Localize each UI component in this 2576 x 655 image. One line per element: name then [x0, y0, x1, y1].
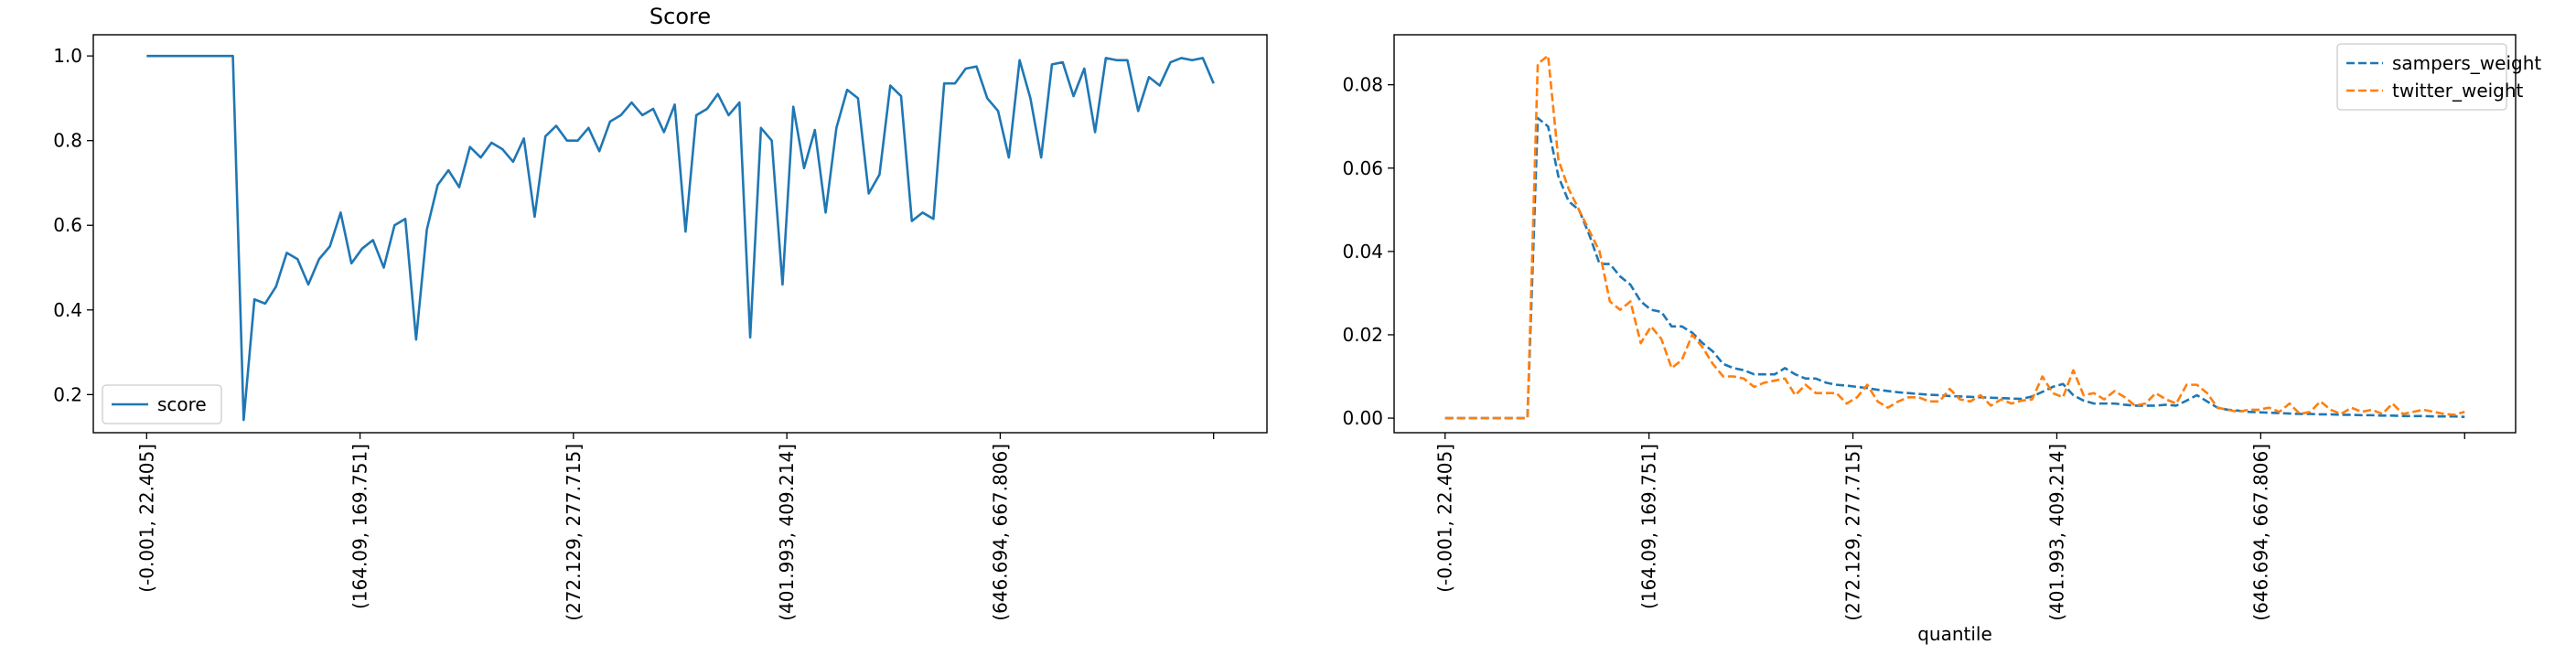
x-tick-label: (401.993, 409.214] [776, 444, 798, 621]
x-tick-label: (-0.001, 22.405] [1434, 444, 1456, 593]
legend-box [2336, 43, 2507, 111]
x-axis-label: quantile [1917, 623, 1992, 645]
score-chart-panel: 0.2 0.4 0.6 0.8 1.0 (-0.001, 22.405] (164.09, … [53, 4, 1268, 621]
x-tick-label: (401.993, 409.214] [2045, 444, 2067, 621]
legend-label: sampers_weight [2392, 52, 2541, 74]
weights-chart-panel: 0.00 0.02 0.04 0.06 0.08 (-0.001, 22.405] (164… [1342, 34, 2541, 645]
x-tick-label: (164.09, 169.751] [349, 444, 371, 609]
legend-label: twitter_weight [2392, 80, 2524, 102]
y-tick-label: 0.6 [53, 214, 82, 236]
legend: score [102, 384, 222, 424]
series-line-twitter-weight [1444, 54, 2465, 420]
y-tick-label: 0.06 [1342, 157, 1383, 179]
y-tick-label: 0.8 [53, 130, 82, 152]
x-tick-label: (646.694, 667.806] [2249, 444, 2271, 621]
y-tick-label: 0.00 [1342, 407, 1383, 429]
x-tick-label: (646.694, 667.806] [989, 444, 1011, 621]
legend-label: score [157, 393, 207, 415]
series-line-sampers-weight [1444, 116, 2465, 420]
y-tick-label: 1.0 [53, 45, 82, 67]
chart-title: Score [649, 4, 711, 29]
x-tick-label: (272.129, 277.715] [563, 444, 585, 621]
y-tick-label: 0.02 [1342, 324, 1383, 346]
legend-box [102, 384, 222, 424]
legend: sampers_weight twitter_weight [2336, 43, 2541, 111]
y-tick-label: 0.08 [1342, 74, 1383, 96]
series-line-score [146, 54, 1215, 422]
x-tick-label: (164.09, 169.751] [1638, 444, 1660, 609]
x-tick-label: (-0.001, 22.405] [135, 444, 157, 593]
axes-frame [1393, 34, 2517, 434]
y-tick-label: 0.04 [1342, 241, 1383, 263]
y-tick-label: 0.4 [53, 299, 82, 321]
y-tick-label: 0.2 [53, 383, 82, 405]
x-tick-label: (272.129, 277.715] [1842, 444, 1864, 621]
axes-frame [92, 34, 1268, 434]
